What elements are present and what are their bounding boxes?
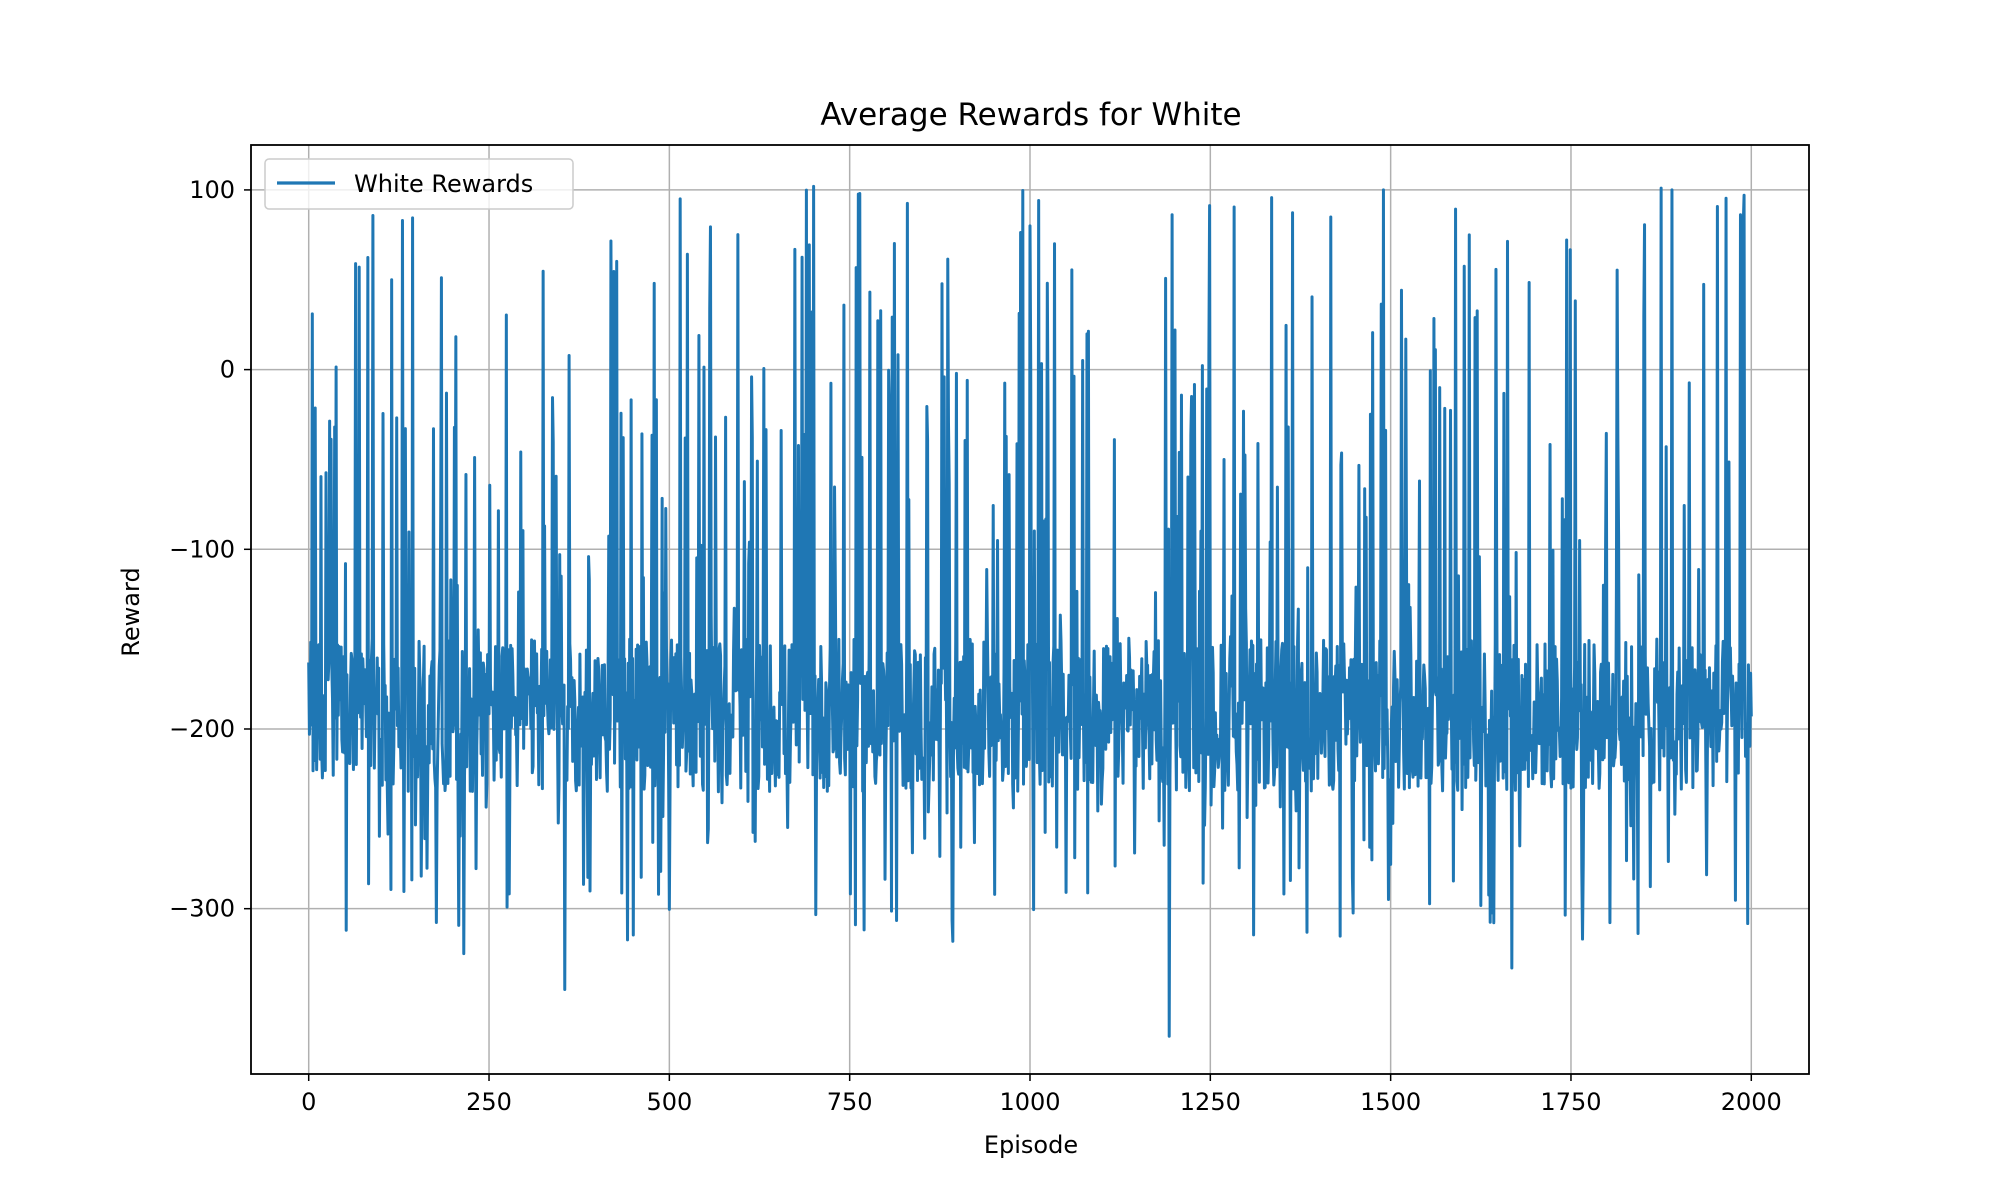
x-axis-ticks: 0 250 500 750 1000 1250 1500 1750 2000	[301, 1074, 1782, 1116]
y-tick-label: −100	[169, 535, 235, 563]
series-white-rewards	[307, 184, 1753, 1038]
series-line-white-rewards	[307, 184, 1753, 1038]
x-tick-label: 0	[301, 1088, 316, 1116]
y-tick-label: 100	[189, 176, 235, 204]
y-tick-label: −300	[169, 895, 235, 923]
x-axis-label: Episode	[984, 1131, 1078, 1159]
legend-box	[264, 158, 574, 210]
legend: White Rewards	[264, 158, 574, 210]
y-axis-label: Reward	[117, 567, 145, 656]
chart-title: Average Rewards for White	[820, 97, 1241, 133]
y-tick-label: 0	[220, 356, 235, 384]
x-tick-label: 750	[827, 1088, 873, 1116]
x-tick-label: 1750	[1540, 1088, 1601, 1116]
x-tick-label: 500	[646, 1088, 692, 1116]
x-tick-label: 1500	[1360, 1088, 1421, 1116]
x-tick-label: 2000	[1721, 1088, 1782, 1116]
y-axis-ticks: 100 0 −100 −200 −300	[169, 176, 251, 923]
legend-label-white-rewards: White Rewards	[354, 170, 533, 198]
x-tick-label: 250	[466, 1088, 512, 1116]
x-tick-label: 1000	[999, 1088, 1060, 1116]
y-tick-label: −200	[169, 715, 235, 743]
x-tick-label: 1250	[1180, 1088, 1241, 1116]
